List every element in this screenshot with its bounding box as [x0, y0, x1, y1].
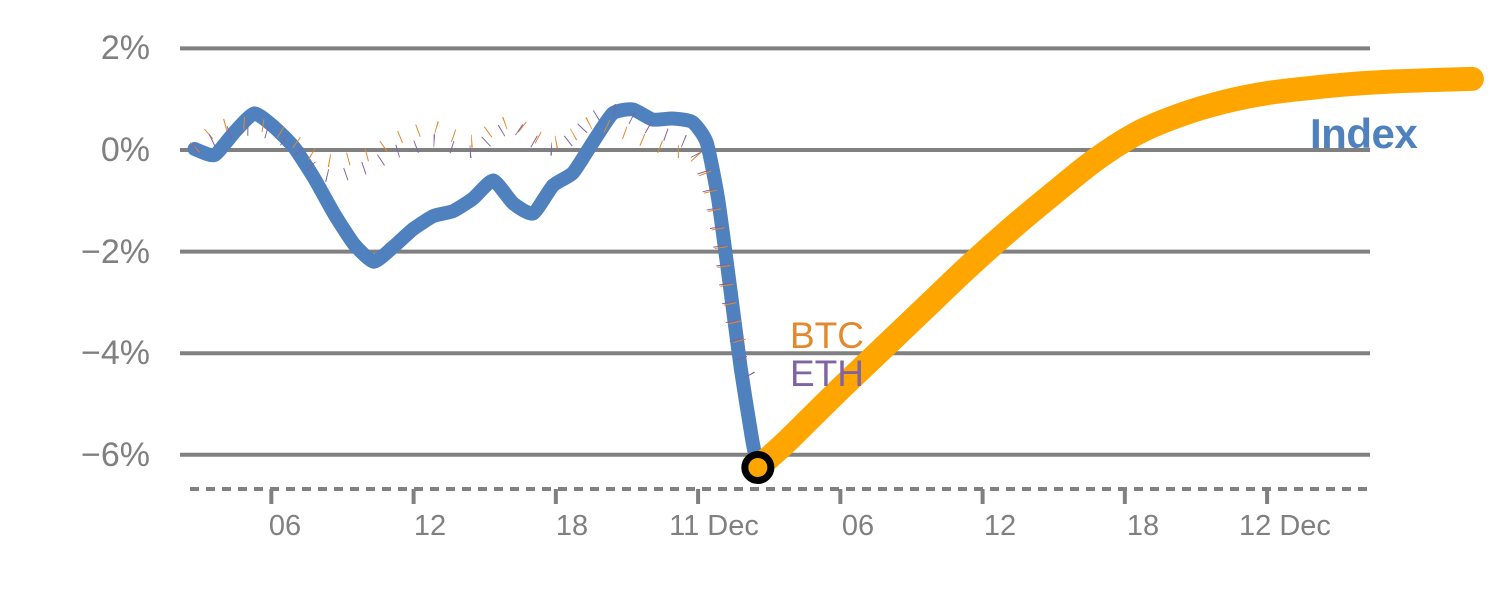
x-tick-label-5: 12: [983, 510, 1017, 542]
y-tick-label-2: −2%: [81, 233, 150, 271]
forecast-start-marker-dot[interactable]: [741, 451, 775, 484]
x-tick-label-1: 12: [413, 510, 447, 542]
x-tick-label-6: 18: [1126, 510, 1160, 542]
x-tick-label-2: 18: [555, 510, 589, 542]
y-tick-label-3: −4%: [81, 334, 150, 372]
series-label-btc: BTC: [790, 315, 864, 356]
series-line-btc: [190, 115, 748, 348]
x-tick-label-4: 06: [841, 510, 875, 542]
y-tick-label-0: 2%: [100, 29, 150, 67]
x-tick-label-7: 12 Dec: [1239, 510, 1331, 542]
x-axis-ticks: [269, 489, 1270, 504]
data-series: [187, 66, 1484, 480]
y-tick-label-1: 0%: [100, 131, 150, 169]
x-tick-label-3: 11 Dec: [669, 510, 759, 542]
x-tick-label-0: 06: [268, 510, 302, 542]
forecast-start-marker: [741, 451, 775, 484]
series-label-eth: ETH: [790, 353, 864, 394]
y-tick-label-4: −6%: [81, 436, 150, 474]
series-label-index: Index: [1310, 110, 1418, 157]
series-line-index: [187, 102, 765, 475]
series-line-index-forecast: [745, 66, 1484, 480]
